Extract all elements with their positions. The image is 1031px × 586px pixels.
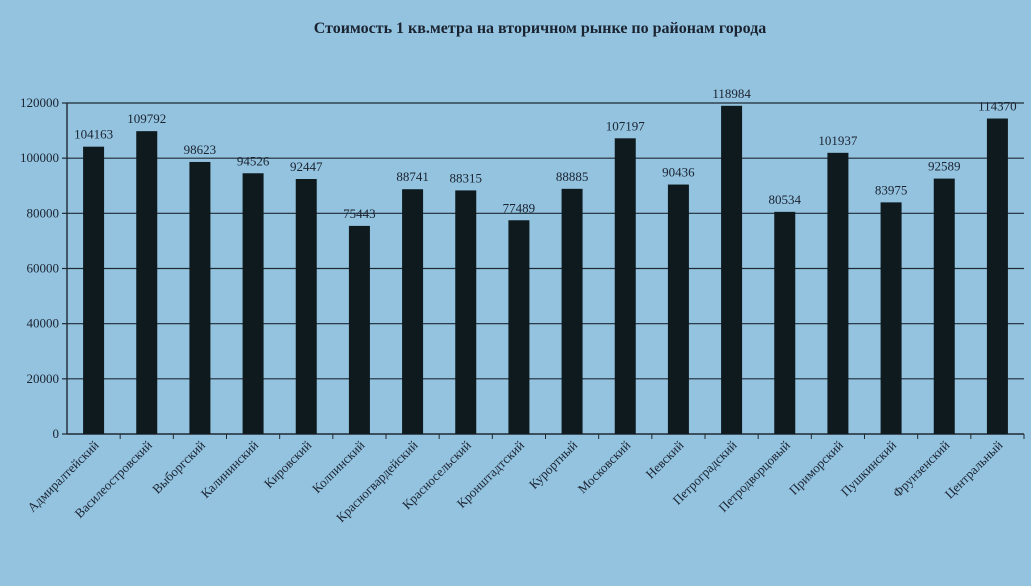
x-tick-label: Кировский <box>261 437 315 491</box>
bar <box>774 211 796 434</box>
data-label: 98623 <box>184 142 217 157</box>
data-label: 92447 <box>290 159 323 174</box>
data-label: 88315 <box>450 170 483 185</box>
bar <box>986 118 1008 434</box>
y-tick-label: 20000 <box>27 371 60 386</box>
data-label: 107197 <box>606 118 646 133</box>
y-tick-label: 40000 <box>27 316 60 331</box>
bar <box>508 220 530 434</box>
bar <box>827 152 849 434</box>
bar <box>667 184 689 434</box>
data-label: 109792 <box>127 111 166 126</box>
bar <box>242 173 264 434</box>
data-label: 101937 <box>818 133 858 148</box>
y-tick-label: 80000 <box>27 205 60 220</box>
bar <box>402 189 424 434</box>
y-tick-label: 100000 <box>20 150 59 165</box>
chart-title: Стоимость 1 кв.метра на вторичном рынке … <box>313 20 767 37</box>
data-label: 118984 <box>712 86 751 101</box>
x-tick-label: Московский <box>575 437 634 496</box>
x-tick-label: Колпинский <box>309 437 368 496</box>
bar <box>561 188 583 434</box>
bar <box>136 131 158 434</box>
bar <box>455 190 477 434</box>
bar <box>933 178 955 434</box>
data-label: 77489 <box>503 200 536 215</box>
bar <box>83 146 105 435</box>
data-label: 83975 <box>875 182 908 197</box>
y-tick-label: 60000 <box>27 261 60 276</box>
x-tick-label: Калининский <box>198 437 261 500</box>
data-label: 90436 <box>662 165 695 180</box>
data-label: 75443 <box>343 206 376 221</box>
y-tick-label: 0 <box>53 426 60 441</box>
bar <box>880 202 902 434</box>
bar <box>295 179 317 434</box>
bar <box>189 161 211 434</box>
y-tick-label: 120000 <box>20 95 59 110</box>
data-label: 80534 <box>769 192 802 207</box>
data-label: 88741 <box>396 169 429 184</box>
data-label: 94526 <box>237 153 270 168</box>
data-label: 88885 <box>556 169 589 184</box>
data-label: 92589 <box>928 159 961 174</box>
bar <box>614 138 636 434</box>
data-label: 114370 <box>978 99 1017 114</box>
x-tick-label: Курортный <box>526 437 580 491</box>
bar <box>721 105 743 435</box>
data-label: 104163 <box>74 127 113 142</box>
x-tick-label: Невский <box>643 437 687 481</box>
bar <box>348 225 370 434</box>
